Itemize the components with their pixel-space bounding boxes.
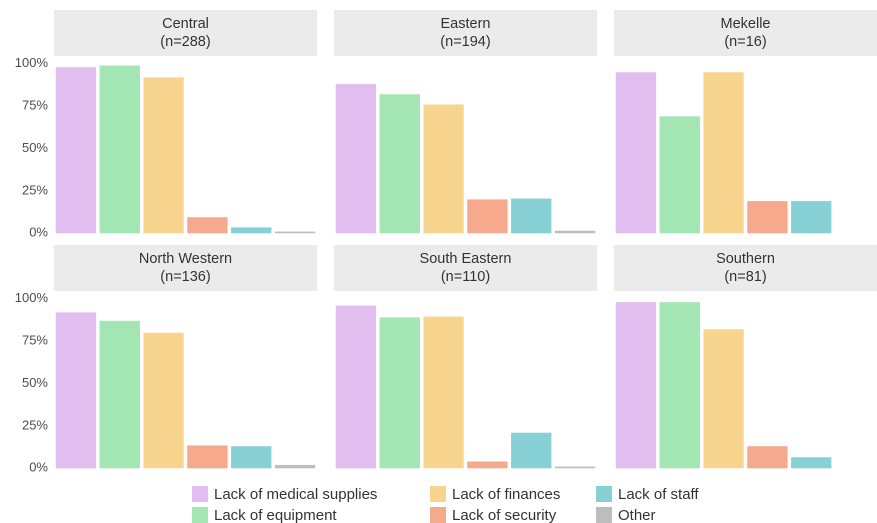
y-tick-label: 0% xyxy=(29,225,48,240)
bar xyxy=(554,466,596,469)
panel-subtitle: (n=81) xyxy=(724,269,766,285)
panel-title: Southern xyxy=(716,251,775,267)
bar xyxy=(99,320,140,469)
bar xyxy=(703,72,744,234)
strip-background xyxy=(334,10,597,56)
strip-background xyxy=(54,245,317,291)
legend-label: Other xyxy=(618,507,656,523)
bar xyxy=(274,464,316,469)
bar xyxy=(659,116,700,234)
bar xyxy=(99,65,140,234)
panel-subtitle: (n=288) xyxy=(160,34,210,50)
panel-subtitle: (n=16) xyxy=(724,34,766,50)
legend-swatch xyxy=(192,486,208,502)
bar xyxy=(143,332,184,469)
y-tick-label: 75% xyxy=(22,98,48,113)
bar xyxy=(274,231,316,234)
bar xyxy=(335,84,377,234)
bar xyxy=(791,457,832,469)
bar xyxy=(659,302,700,469)
legend-swatch xyxy=(596,507,612,523)
bar xyxy=(335,305,377,469)
legend-swatch xyxy=(192,507,208,523)
legend-label: Lack of equipment xyxy=(214,507,337,523)
bar xyxy=(511,198,552,234)
strip-background xyxy=(54,10,317,56)
legend-swatch xyxy=(430,507,446,523)
y-tick-label: 100% xyxy=(15,55,49,70)
y-tick-label: 25% xyxy=(22,417,48,432)
bar xyxy=(467,461,508,469)
panel-title: South Eastern xyxy=(420,251,512,267)
y-tick-label: 75% xyxy=(22,333,48,348)
panel-subtitle: (n=194) xyxy=(440,34,490,50)
panel-title: Eastern xyxy=(441,16,491,32)
bar xyxy=(703,329,744,469)
legend-swatch xyxy=(596,486,612,502)
panel-title: Mekelle xyxy=(721,16,771,32)
bar xyxy=(187,217,228,234)
bar xyxy=(379,317,420,469)
legend-swatch xyxy=(430,486,446,502)
bar xyxy=(554,230,596,234)
bar xyxy=(791,201,832,234)
strip-background xyxy=(334,245,597,291)
panel-title: North Western xyxy=(139,251,232,267)
panel-subtitle: (n=110) xyxy=(441,269,490,285)
bar xyxy=(187,445,228,469)
bar xyxy=(231,227,272,234)
panel-subtitle: (n=136) xyxy=(160,269,210,285)
bar xyxy=(747,201,788,234)
strip-background xyxy=(614,10,877,56)
legend-label: Lack of medical supplies xyxy=(214,486,377,503)
bar xyxy=(55,312,97,469)
bar xyxy=(615,72,657,234)
strip-background xyxy=(614,245,877,291)
y-tick-label: 25% xyxy=(22,182,48,197)
panel-title: Central xyxy=(162,16,209,32)
bar xyxy=(467,199,508,234)
legend-label: Lack of staff xyxy=(618,486,699,503)
bar xyxy=(143,77,184,234)
y-tick-label: 50% xyxy=(22,140,48,155)
bar xyxy=(231,446,272,469)
bar xyxy=(511,432,552,469)
bar xyxy=(379,94,420,234)
bar xyxy=(747,446,788,469)
y-tick-label: 0% xyxy=(29,460,48,475)
y-tick-label: 50% xyxy=(22,375,48,390)
bar xyxy=(423,104,464,234)
bar xyxy=(423,316,464,469)
y-tick-label: 100% xyxy=(15,290,49,305)
bar xyxy=(55,67,97,234)
bar xyxy=(615,302,657,469)
legend-label: Lack of security xyxy=(452,507,557,523)
legend-label: Lack of finances xyxy=(452,486,560,503)
